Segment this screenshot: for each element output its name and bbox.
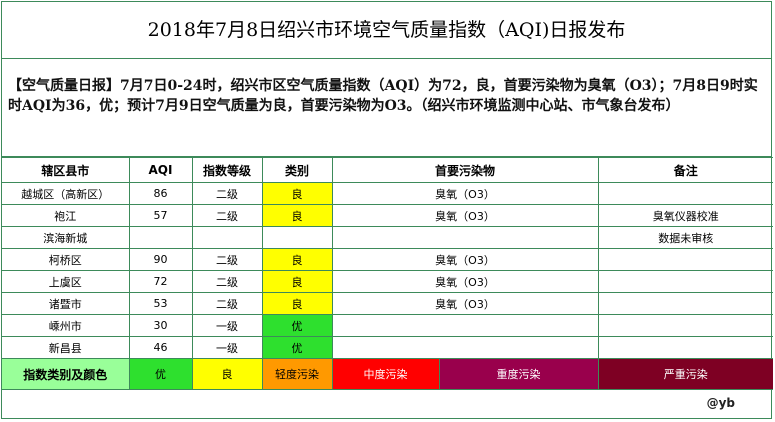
legend-excellent: 优: [128, 358, 193, 390]
pollutant-cell: [331, 314, 599, 337]
aqi-cell: 72: [128, 270, 193, 293]
header-pollutant: 首要污染物: [331, 157, 599, 183]
district-cell: 诸暨市: [2, 292, 130, 315]
category-cell: [261, 226, 333, 249]
legend-pollutant-span: 中度污染 重度污染: [331, 358, 599, 390]
note-cell: [597, 182, 773, 205]
legend-severe: 严重污染: [597, 358, 773, 390]
category-cell: 良: [261, 204, 333, 227]
note-cell: [597, 248, 773, 271]
level-cell: 二级: [191, 248, 263, 271]
aqi-cell: 46: [128, 336, 193, 359]
table-header-row: 辖区县市 AQI 指数等级 类别 首要污染物 备注: [2, 157, 773, 183]
table-row: 柯桥区 90 二级良臭氧（O3）: [2, 248, 773, 271]
legend-row: 指数类别及颜色优良轻度污染 中度污染 重度污染 严重污染: [2, 358, 773, 390]
level-cell: 二级: [191, 182, 263, 205]
header-note: 备注: [597, 157, 773, 183]
district-cell: 滨海新城: [2, 226, 130, 249]
level-cell: [191, 226, 263, 249]
table-row: 嵊州市 30 一级优: [2, 314, 773, 337]
table-row: 上虞区 72 二级良臭氧（O3）: [2, 270, 773, 293]
signature: @yb: [706, 396, 735, 410]
note-cell: 臭氧仪器校准: [597, 204, 773, 227]
header-aqi: AQI: [128, 157, 193, 183]
aqi-cell: 30: [128, 314, 193, 337]
district-cell: 嵊州市: [2, 314, 130, 337]
district-cell: 上虞区: [2, 270, 130, 293]
district-cell: 越城区（高新区）: [2, 182, 130, 205]
legend-good: 良: [191, 358, 263, 390]
pollutant-cell: 臭氧（O3）: [331, 270, 599, 293]
aqi-cell: 90: [128, 248, 193, 271]
aqi-cell: [128, 226, 193, 249]
category-cell: 优: [261, 336, 333, 359]
aqi-cell: 57: [128, 204, 193, 227]
table-row: 袍江 57 二级良臭氧（O3） 臭氧仪器校准: [2, 204, 773, 227]
note-cell: [597, 314, 773, 337]
table-row: 诸暨市 53 二级良臭氧（O3）: [2, 292, 773, 315]
district-cell: 袍江: [2, 204, 130, 227]
aqi-table: 辖区县市 AQI 指数等级 类别 首要污染物 备注 越城区（高新区） 86 二级良臭…: [2, 157, 773, 390]
table-row: 新昌县 46 一级优: [2, 336, 773, 359]
pollutant-cell: [331, 336, 599, 359]
district-cell: 柯桥区: [2, 248, 130, 271]
aqi-cell: 86: [128, 182, 193, 205]
level-cell: 一级: [191, 314, 263, 337]
legend-label: 指数类别及颜色: [2, 358, 130, 390]
pollutant-cell: 臭氧（O3）: [331, 182, 599, 205]
category-cell: 良: [261, 248, 333, 271]
note-cell: [597, 336, 773, 359]
note-cell: [597, 292, 773, 315]
header-category: 类别: [261, 157, 333, 183]
pollutant-cell: 臭氧（O3）: [331, 292, 599, 315]
legend-moderate: 中度污染: [333, 359, 440, 389]
category-cell: 优: [261, 314, 333, 337]
category-cell: 良: [261, 182, 333, 205]
table-row: 越城区（高新区） 86 二级良臭氧（O3）: [2, 182, 773, 205]
pollutant-cell: [331, 226, 599, 249]
spacer: [2, 139, 771, 157]
level-cell: 一级: [191, 336, 263, 359]
note-cell: 数据未审核: [597, 226, 773, 249]
district-cell: 新昌县: [2, 336, 130, 359]
note-cell: [597, 270, 773, 293]
page-title: 2018年7月8日绍兴市环境空气质量指数（AQI)日报发布: [2, 2, 771, 59]
level-cell: 二级: [191, 270, 263, 293]
aqi-cell: 53: [128, 292, 193, 315]
level-cell: 二级: [191, 204, 263, 227]
pollutant-cell: 臭氧（O3）: [331, 248, 599, 271]
report-text: 【空气质量日报】7月7日0-24时，绍兴市区空气质量指数（AQI）为72，良，首…: [8, 78, 758, 114]
legend-heavy: 重度污染: [439, 359, 597, 389]
legend-light-pollution: 轻度污染: [261, 358, 333, 390]
header-level: 指数等级: [191, 157, 263, 183]
pollutant-cell: 臭氧（O3）: [331, 204, 599, 227]
table-row: 滨海新城 数据未审核: [2, 226, 773, 249]
level-cell: 二级: [191, 292, 263, 315]
category-cell: 良: [261, 270, 333, 293]
header-district: 辖区县市: [2, 157, 130, 183]
category-cell: 良: [261, 292, 333, 315]
